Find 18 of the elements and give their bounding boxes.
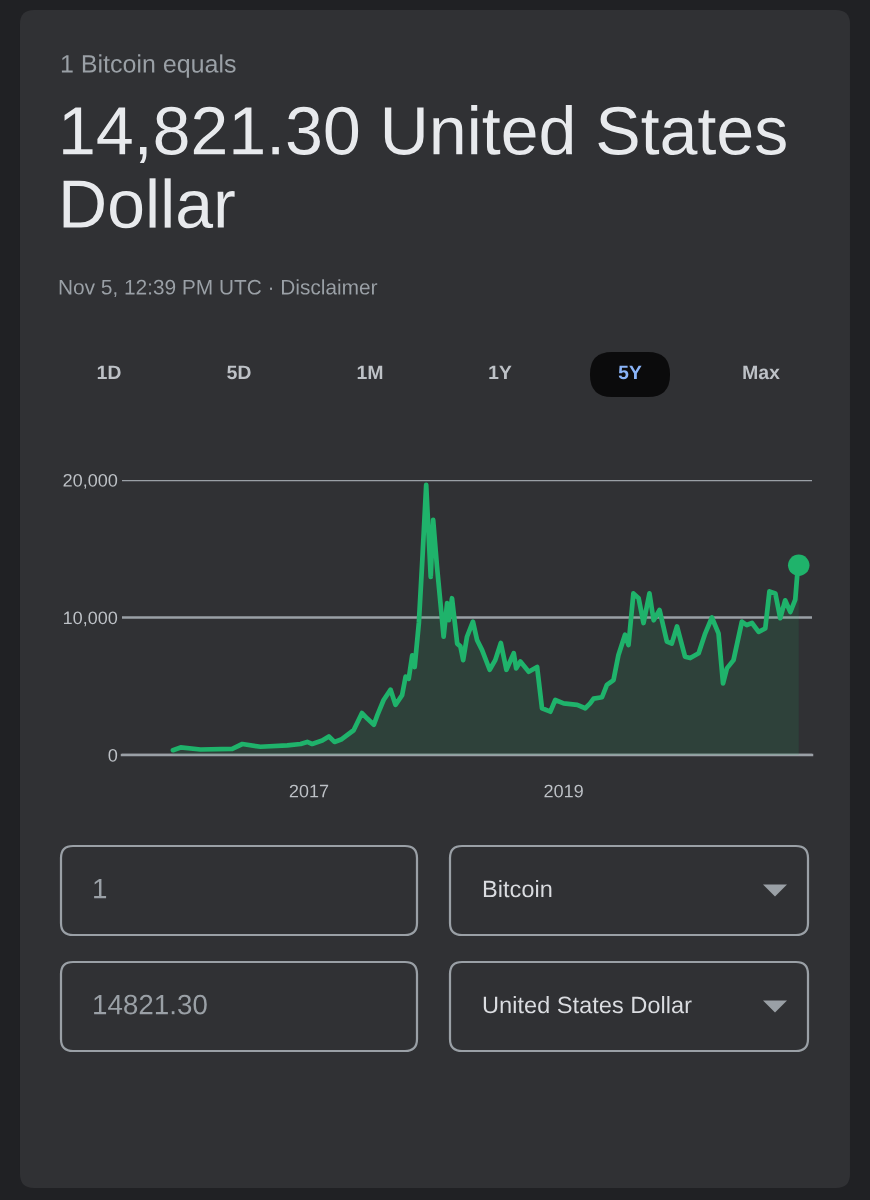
text: 1M <box>357 365 383 380</box>
text: 1 Bitcoin equals <box>61 54 236 78</box>
text: 1 <box>94 879 107 899</box>
x-tick-label: 2017 <box>289 784 329 798</box>
text: 1Y <box>489 365 512 380</box>
y-tick-label: 10,000 <box>63 611 118 627</box>
text: 1D <box>97 365 121 380</box>
text: Max <box>743 365 780 380</box>
chart-title: 14,821.30 United States Dollar <box>63 105 786 229</box>
text: 5Y <box>618 365 642 380</box>
chart-subtitle: Nov 5, 12:39 PM UTC · Disclaimer <box>59 279 378 298</box>
text: 5D <box>227 365 251 380</box>
y-tick-label: 20,000 <box>63 473 118 489</box>
x-tick-label: 2019 <box>544 784 583 798</box>
y-tick-label: 0 <box>108 748 118 762</box>
text: Bitcoin <box>483 879 552 898</box>
text: 14821.30 <box>94 994 207 1015</box>
text: United States Dollar <box>483 995 692 1014</box>
